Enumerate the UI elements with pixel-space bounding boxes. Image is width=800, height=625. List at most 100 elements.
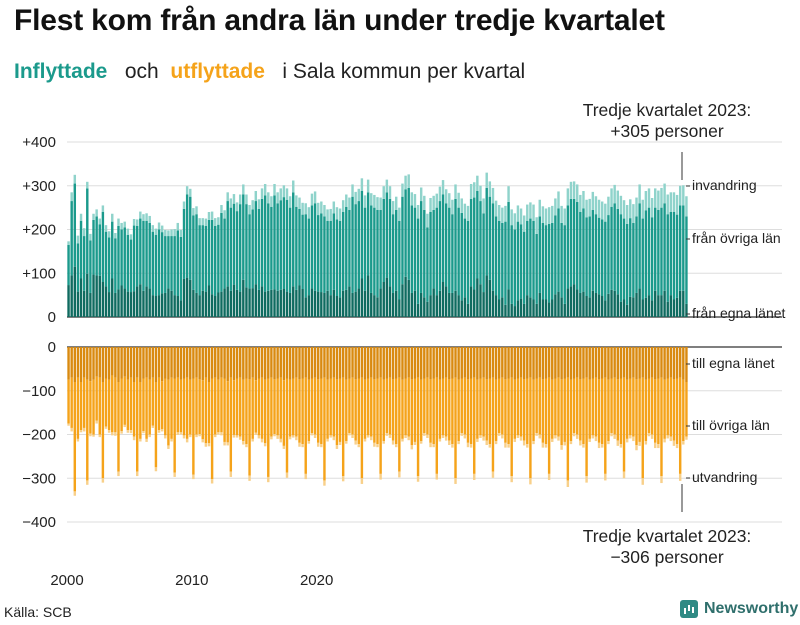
- bar-in-other: [310, 205, 314, 289]
- bar-out-own: [126, 347, 130, 380]
- bar-in-own: [457, 295, 460, 318]
- bar-out-own: [682, 347, 685, 380]
- bar-in-other: [632, 222, 635, 298]
- bar-out-own: [136, 347, 139, 378]
- bar-out-emig: [217, 432, 220, 435]
- bar-out-other: [238, 377, 242, 437]
- bar-out-emig: [438, 438, 442, 442]
- bar-in-other: [607, 215, 610, 294]
- bar-in-own: [685, 303, 688, 318]
- bar-in-immig: [114, 233, 117, 239]
- bar-in-immig: [432, 195, 435, 210]
- bar-out-own: [485, 347, 488, 380]
- bar-in-own: [560, 297, 563, 317]
- bar-in-immig: [67, 241, 70, 245]
- bar-out-other: [594, 377, 598, 437]
- bar-in-other: [201, 225, 204, 291]
- bar-out-other: [441, 378, 445, 436]
- bar-in-own: [544, 299, 548, 317]
- bar-in-other: [435, 207, 438, 296]
- y-tick-label-bottom: −200: [22, 427, 56, 444]
- bar-in-immig: [594, 196, 598, 215]
- bar-in-own: [145, 286, 148, 318]
- bar-in-other: [207, 219, 211, 286]
- bar-in-immig: [260, 188, 264, 199]
- bar-out-emig: [491, 471, 495, 478]
- bar-in-immig: [513, 213, 517, 230]
- bar-in-immig: [101, 205, 105, 212]
- bar-in-immig: [189, 188, 192, 197]
- bar-in-other: [610, 206, 613, 290]
- bar-out-emig: [482, 436, 485, 441]
- bar-in-other: [635, 216, 638, 293]
- bar-out-own: [522, 347, 526, 380]
- bar-out-other: [67, 379, 70, 424]
- bar-out-emig: [111, 432, 114, 436]
- bar-out-own: [429, 347, 432, 380]
- bar-in-own: [429, 295, 432, 318]
- bar-out-emig: [195, 434, 198, 438]
- bar-out-own: [338, 347, 342, 379]
- bar-out-own: [678, 347, 682, 378]
- bar-in-immig: [576, 184, 579, 202]
- bar-in-other: [354, 204, 357, 292]
- bar-out-other: [379, 377, 382, 474]
- bar-out-other: [494, 379, 498, 442]
- bar-in-other: [497, 220, 501, 300]
- bar-out-other: [529, 377, 532, 479]
- bar-out-other: [285, 378, 289, 473]
- bar-out-emig: [678, 473, 682, 481]
- bar-in-other: [491, 203, 495, 291]
- bar-out-emig: [576, 434, 579, 439]
- bar-out-other: [647, 378, 651, 434]
- bar-out-own: [288, 347, 292, 380]
- bar-out-emig: [238, 436, 242, 440]
- bar-out-emig: [395, 444, 398, 448]
- bar-out-other: [613, 377, 616, 435]
- bar-in-own: [92, 274, 95, 317]
- bar-in-other: [123, 227, 126, 289]
- bar-in-immig: [288, 196, 292, 208]
- bar-in-immig: [195, 206, 198, 215]
- bar-out-other: [101, 382, 105, 479]
- bar-in-immig: [366, 179, 370, 193]
- bar-in-own: [438, 290, 442, 317]
- bar-out-other: [473, 377, 476, 474]
- bar-in-own: [616, 294, 619, 317]
- bar-out-own: [217, 347, 220, 380]
- bar-out-other: [576, 377, 579, 435]
- bar-in-immig: [629, 199, 632, 219]
- legend-inflyttade: Inflyttade: [14, 60, 108, 83]
- bar-out-emig: [223, 441, 226, 446]
- bar-out-other: [497, 378, 501, 434]
- bar-out-emig: [107, 430, 111, 433]
- bar-in-other: [619, 214, 623, 302]
- bar-out-other: [566, 377, 570, 481]
- bar-out-own: [329, 347, 332, 379]
- subtitle-and: och: [124, 60, 159, 83]
- bar-in-other: [270, 206, 273, 290]
- bar-in-immig: [585, 199, 588, 218]
- bar-in-other: [173, 236, 176, 296]
- bar-out-own: [354, 347, 357, 380]
- bar-out-own: [276, 347, 279, 379]
- bar-in-other: [604, 221, 607, 301]
- bar-in-own: [657, 295, 660, 318]
- bar-in-other: [563, 225, 566, 304]
- bar-out-emig: [164, 435, 167, 439]
- bar-in-other: [114, 238, 117, 293]
- bar-in-own: [251, 288, 254, 318]
- bar-out-other: [572, 378, 576, 434]
- bar-in-own: [435, 295, 438, 318]
- bar-in-immig: [285, 188, 289, 200]
- bar-out-other: [501, 377, 504, 435]
- bar-in-immig: [139, 211, 142, 219]
- bar-out-own: [120, 347, 123, 379]
- bar-in-own: [507, 289, 510, 317]
- bar-in-immig: [385, 179, 389, 193]
- bar-in-other: [279, 200, 282, 290]
- bar-in-immig: [441, 180, 445, 195]
- bar-out-other: [179, 379, 183, 433]
- newsworthy-logo[interactable]: Newsworthy: [680, 600, 798, 618]
- bar-out-other: [388, 377, 392, 435]
